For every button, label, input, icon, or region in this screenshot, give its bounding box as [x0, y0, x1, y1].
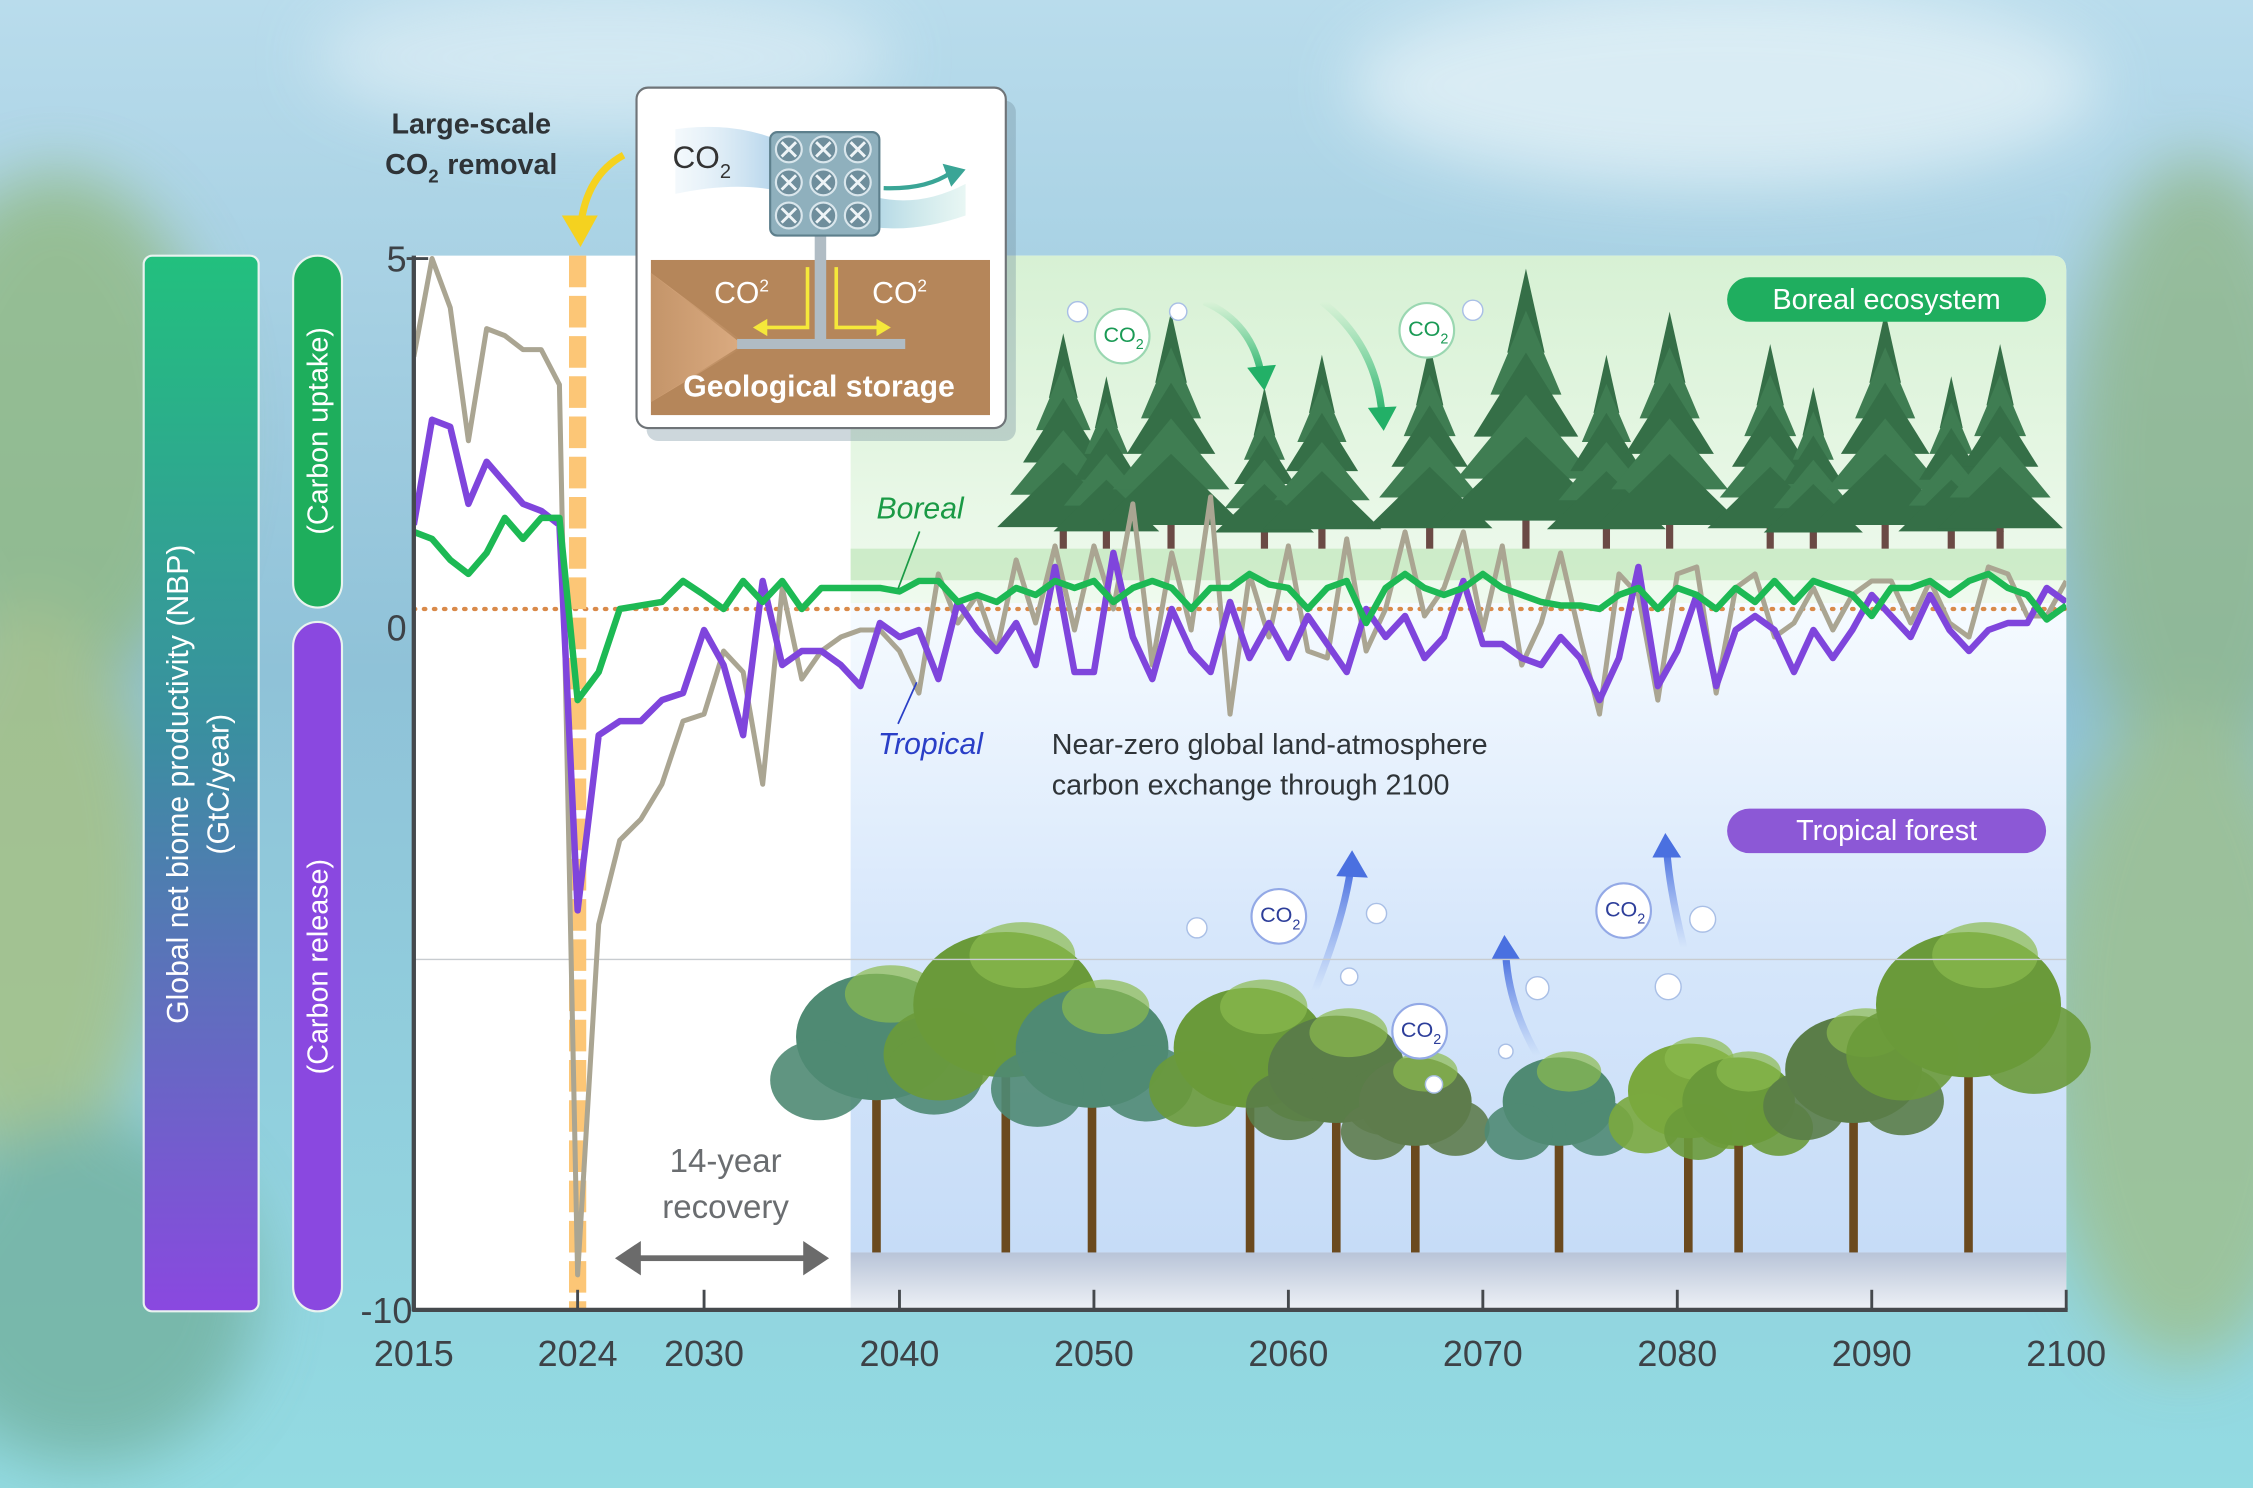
geological-storage-label: Geological storage: [683, 370, 955, 403]
x-tick-label-2040: 2040: [860, 1333, 940, 1374]
small-bubble: [1186, 917, 1208, 939]
left-co2-label: CO2: [714, 276, 769, 310]
series-line-global-total: [413, 256, 2067, 1278]
svg-text:CO2: CO2: [1605, 897, 1645, 927]
right-co2-label: CO2: [872, 276, 927, 310]
conifer-tree-icon: [1596, 311, 1743, 549]
small-bubble: [1168, 302, 1188, 322]
tropical-trees: [770, 922, 2091, 1253]
conifer-tree-icon: [1812, 311, 1958, 549]
series-line-boreal: [413, 514, 2067, 704]
small-bubble: [1462, 299, 1484, 322]
fan-blade-icon: [780, 207, 798, 224]
co2-uptake-arrows: [1202, 298, 1386, 417]
fan-blade-icon: [815, 174, 832, 191]
svg-text:CO2: CO2: [1401, 1018, 1441, 1048]
svg-text:CO2: CO2: [1104, 323, 1144, 353]
fan-blade-icon: [849, 207, 867, 224]
broadleaf-tree-icon: [1484, 1051, 1634, 1253]
series-line-tropical: [413, 416, 2067, 914]
tropical-ground: [850, 1252, 2067, 1310]
fan-blade-icon: [849, 174, 867, 191]
air-out-arrowhead: [942, 163, 966, 187]
recovery-span-arrow: [614, 1240, 830, 1276]
removal-label-line2: CO2 removal: [385, 149, 557, 187]
y-axis-title: Global net biome productivity (NBP): [162, 545, 195, 1024]
co2-release-arrows: [1311, 850, 1688, 1058]
carbon-release-pill: [292, 620, 344, 1313]
left-injection-arrow: [764, 267, 810, 330]
small-bubble: [1525, 975, 1550, 1001]
carbon-uptake-label: (Carbon uptake): [303, 327, 335, 534]
injection-pipe: [737, 338, 906, 350]
small-bubble: [1365, 902, 1388, 925]
series-lines: [413, 256, 2067, 1278]
svg-text:CO2: CO2: [1260, 903, 1300, 933]
co2-bubble: CO2: [1398, 301, 1456, 359]
right-injection-arrow: [834, 267, 880, 330]
y-tick-label-minus10: -10: [360, 1290, 412, 1331]
fan-blade-icon: [815, 207, 832, 224]
near-zero-line2: carbon exchange through 2100: [1052, 769, 1450, 801]
removal-arrowhead: [561, 215, 598, 248]
boreal-series-label: Boreal: [876, 493, 964, 526]
recovery-line1: 14-year: [670, 1143, 782, 1180]
x-tick-label-2050: 2050: [1054, 1333, 1134, 1374]
tropical-leader: [897, 681, 918, 725]
y-tick-label-0: 0: [387, 608, 407, 649]
svg-text:CO2: CO2: [1408, 317, 1448, 347]
dac-pole: [814, 234, 827, 342]
small-bubble: [1424, 1075, 1444, 1094]
tropical-forest-badge-label: Tropical forest: [1796, 815, 1977, 847]
recovery-line2: recovery: [662, 1189, 789, 1226]
near-zero-line1: Near-zero global land-atmosphere: [1052, 729, 1488, 761]
co2-bubble: CO2: [1391, 1002, 1448, 1060]
boreal-ecosystem-badge: [1727, 277, 2047, 322]
y-axis-unit: (GtC/year): [202, 714, 235, 855]
fan-blade-icon: [815, 141, 832, 158]
co2-bubble: CO2: [1595, 882, 1653, 939]
co2-bubbles: CO2 CO2 CO2 CO2 CO2: [1066, 299, 1717, 1094]
carbon-release-label: (Carbon release): [303, 859, 335, 1074]
nbp-axis-bar: [142, 254, 260, 1313]
fan-blade-icon: [849, 141, 867, 158]
x-tick-label-2090: 2090: [1832, 1333, 1912, 1374]
x-tick-label-2030: 2030: [664, 1333, 744, 1374]
boreal-ecosystem-badge-label: Boreal ecosystem: [1772, 284, 2000, 316]
small-bubble: [1654, 973, 1682, 1001]
x-tick-label-2015: 2015: [374, 1333, 454, 1374]
small-bubble: [1066, 300, 1089, 323]
air-co2-label: CO2: [672, 139, 731, 183]
carbon-uptake-pill: [292, 254, 344, 609]
x-tick-label-2024: 2024: [538, 1333, 618, 1374]
co2-bubble: CO2: [1093, 307, 1151, 365]
x-tick-label-2080: 2080: [1637, 1333, 1717, 1374]
x-tick-label-2100: 2100: [2026, 1333, 2106, 1374]
co2-bubble: CO2: [1250, 887, 1308, 945]
removal-label-line1: Large-scale: [391, 109, 551, 141]
conifer-tree-icon: [1262, 354, 1382, 549]
fan-blade-icon: [780, 141, 798, 158]
small-bubble: [1339, 967, 1359, 987]
fan-blade-icon: [780, 174, 798, 191]
conifer-tree-icon: [1098, 311, 1244, 549]
co2-release-arrowheads: [1336, 833, 1682, 960]
tropical-series-label: Tropical: [878, 728, 984, 761]
y-tick-label-5: 5: [387, 238, 407, 279]
x-tick-label-2060: 2060: [1248, 1333, 1328, 1374]
small-bubble: [1689, 905, 1717, 933]
air-out-arrow: [883, 170, 953, 191]
co2-uptake-arrowheads: [1247, 364, 1397, 431]
conifer-tree-icon: [1937, 343, 2063, 549]
dac-fan-grid: [769, 131, 881, 237]
small-bubble: [1497, 1043, 1514, 1060]
co2-removal-inset: CO2 CO2 CO2 Geological storage: [635, 86, 1016, 441]
x-axis-ticks: 2015 2024 2030 2040 2050 2060 2070 2080 2090 2100: [374, 1289, 2106, 1374]
x-tick-label-2070: 2070: [1443, 1333, 1523, 1374]
tropical-forest-badge: [1727, 808, 2047, 854]
boreal-leader: [897, 531, 921, 590]
boreal-trees: [997, 268, 2063, 549]
broadleaf-tree-icon: [1846, 922, 2091, 1253]
